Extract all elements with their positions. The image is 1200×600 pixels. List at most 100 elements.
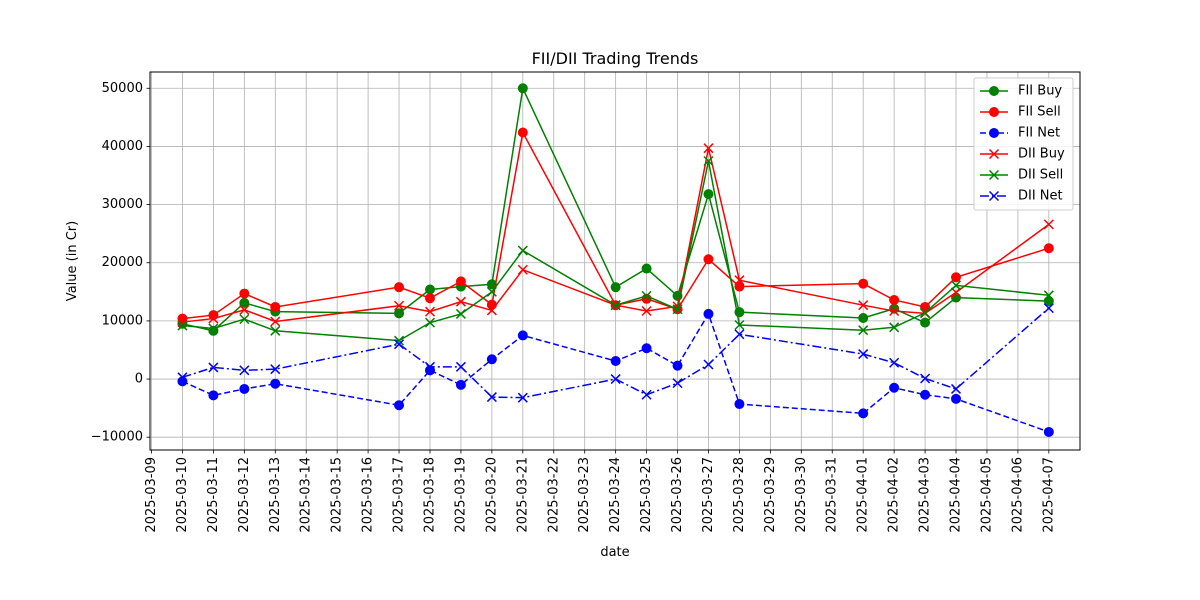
x-tick-label: 2025-03-26 xyxy=(670,457,685,533)
data-point-dii-sell xyxy=(1043,290,1054,301)
data-point-fii-net xyxy=(703,308,714,319)
data-point-dii-sell xyxy=(486,286,497,297)
x-tick-label: 2025-04-02 xyxy=(887,457,902,533)
data-point-fii-sell xyxy=(889,294,900,305)
data-point-dii-net xyxy=(177,372,188,383)
data-point-dii-sell xyxy=(950,280,962,291)
x-tick-label: 2025-04-06 xyxy=(1010,457,1025,533)
legend-label-dii-sell: DII Sell xyxy=(1018,168,1063,183)
data-point-fii-sell xyxy=(239,288,250,299)
data-point-dii-net xyxy=(703,359,714,370)
data-point-dii-net xyxy=(950,383,962,394)
data-point-fii-net xyxy=(208,390,219,401)
data-point-dii-sell xyxy=(889,322,900,333)
data-point-dii-buy xyxy=(394,300,405,311)
data-point-dii-sell xyxy=(424,317,436,328)
legend-label-dii-net: DII Net xyxy=(1018,189,1063,204)
legend: FII Buy FII Sell FII Net DII Buy DII Sell DII… xyxy=(973,77,1074,211)
data-point-dii-sell xyxy=(455,308,466,319)
data-point-dii-sell xyxy=(858,325,869,336)
data-point-dii-buy xyxy=(239,304,250,315)
data-point-dii-sell xyxy=(208,323,219,334)
x-tick-label: 2025-03-24 xyxy=(608,457,623,533)
legend-marker-dii-sell xyxy=(988,169,1000,181)
data-point-fii-net xyxy=(858,408,869,419)
data-point-dii-sell xyxy=(672,304,683,315)
data-point-fii-net xyxy=(889,382,900,393)
x-tick-label: 2025-03-25 xyxy=(639,457,654,533)
legend-marker-fii-sell xyxy=(989,107,999,117)
data-point-dii-buy xyxy=(486,305,497,316)
y-tick-label: −10000 xyxy=(91,430,143,445)
data-point-fii-sell xyxy=(424,293,435,304)
data-point-fii-buy xyxy=(517,83,528,94)
series-layer xyxy=(177,83,1054,437)
x-tick-label: 2025-03-15 xyxy=(330,457,345,533)
data-point-dii-buy xyxy=(703,143,714,154)
data-point-dii-net xyxy=(889,357,900,368)
data-point-dii-buy xyxy=(641,305,652,317)
data-point-dii-sell xyxy=(517,245,528,256)
x-tick-label: 2025-03-09 xyxy=(144,457,159,533)
data-point-fii-buy xyxy=(703,189,714,200)
data-point-dii-net xyxy=(486,392,497,403)
x-tick-label: 2025-03-10 xyxy=(175,457,190,533)
data-point-fii-sell xyxy=(455,276,466,287)
data-point-dii-sell xyxy=(703,155,714,167)
data-point-fii-net xyxy=(455,379,466,390)
data-point-dii-net xyxy=(208,362,219,373)
data-point-dii-buy xyxy=(734,275,745,286)
data-point-fii-net xyxy=(486,354,497,365)
x-tick-label: 2025-04-07 xyxy=(1041,457,1056,533)
x-tick-label: 2025-03-19 xyxy=(453,457,468,533)
data-point-fii-sell xyxy=(920,301,931,312)
data-point-fii-buy xyxy=(394,308,405,319)
x-tick-label: 2025-03-27 xyxy=(701,457,716,533)
grid xyxy=(150,72,1080,450)
x-tick-label: 2025-03-31 xyxy=(825,457,840,533)
x-tick-label: 2025-03-18 xyxy=(422,457,437,533)
data-point-fii-sell xyxy=(1043,243,1054,254)
data-point-dii-sell xyxy=(920,307,931,318)
y-tick-label: 20000 xyxy=(102,255,143,270)
y-tick-label: 30000 xyxy=(102,197,143,212)
data-point-dii-sell xyxy=(394,335,405,346)
x-tick-label: 2025-03-21 xyxy=(515,457,530,533)
legend-marker-fii-net xyxy=(989,128,999,138)
legend-label-fii-net: FII Net xyxy=(1018,126,1060,141)
data-point-dii-net xyxy=(734,329,745,340)
legend-marker-dii-buy xyxy=(988,148,1000,160)
data-point-dii-buy xyxy=(208,313,219,324)
data-point-dii-sell xyxy=(734,319,745,330)
series-dii-sell xyxy=(177,155,1054,346)
x-tick-label: 2025-03-29 xyxy=(763,457,778,533)
data-point-fii-buy xyxy=(424,284,435,295)
data-point-fii-net xyxy=(239,383,250,394)
x-tick-label: 2025-03-28 xyxy=(732,457,747,533)
data-point-fii-buy xyxy=(486,279,497,290)
data-point-fii-net xyxy=(270,378,281,389)
x-tick-label: 2025-04-05 xyxy=(979,457,994,533)
legend-label-dii-buy: DII Buy xyxy=(1018,147,1065,162)
data-point-fii-net xyxy=(394,400,405,411)
data-point-fii-buy xyxy=(920,317,931,328)
x-tick-label: 2025-03-16 xyxy=(361,457,376,533)
data-point-dii-buy xyxy=(270,316,281,327)
legend-marker-fii-buy xyxy=(989,86,999,96)
series-dii-net xyxy=(177,303,1054,403)
x-axis-label: date xyxy=(600,545,629,560)
x-tick-label: 2025-03-23 xyxy=(577,457,592,533)
data-point-fii-net xyxy=(951,393,962,404)
plot-frame xyxy=(149,71,1081,451)
x-ticks: 2025-03-09 2025-03-10 2025-03-11 2025-03-12… xyxy=(144,450,1056,533)
data-point-fii-net xyxy=(517,330,528,341)
x-tick-label: 2025-04-01 xyxy=(856,457,871,533)
legend-marker-dii-net xyxy=(988,190,1000,202)
data-point-dii-net xyxy=(641,389,652,400)
data-point-dii-sell xyxy=(641,290,652,301)
legend-label-fii-sell: FII Sell xyxy=(1018,105,1061,120)
data-point-dii-sell xyxy=(239,314,250,325)
data-point-dii-sell xyxy=(177,320,188,331)
data-point-fii-net xyxy=(734,399,745,410)
